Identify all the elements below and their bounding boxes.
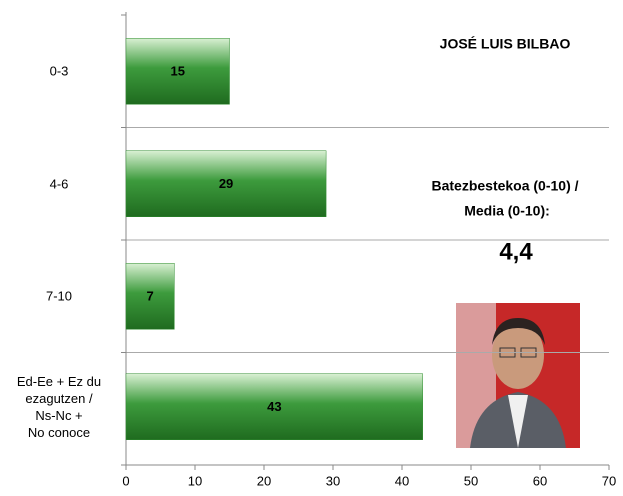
- value-label: 15: [171, 64, 185, 79]
- value-label: 29: [219, 176, 233, 191]
- x-tick-label: 40: [395, 473, 409, 488]
- page: JOSÉ LUIS BILBAO Batezbestekoa (0-10) / …: [0, 0, 623, 496]
- x-tick-label: 20: [257, 473, 271, 488]
- annotation-name: JOSÉ LUIS BILBAO: [440, 36, 571, 52]
- x-tick-label: 60: [533, 473, 547, 488]
- value-label: 43: [267, 399, 281, 414]
- x-tick-label: 0: [122, 473, 129, 488]
- y-tick-label: Ed-Ee + Ez du ezagutzen / Ns-Nc + No con…: [4, 373, 114, 441]
- photo: [456, 303, 580, 448]
- x-tick-label: 70: [602, 473, 616, 488]
- y-tick-label: 4-6: [4, 175, 114, 192]
- value-label: 7: [147, 289, 154, 304]
- annotation-label: Batezbestekoa (0-10) /: [431, 178, 578, 194]
- annotation-label: Media (0-10):: [464, 203, 550, 219]
- annotation-value: 4,4: [499, 238, 533, 265]
- x-tick-label: 30: [326, 473, 340, 488]
- y-tick-label: 7-10: [4, 288, 114, 305]
- y-tick-label: 0-3: [4, 63, 114, 80]
- x-tick-label: 10: [188, 473, 202, 488]
- x-tick-label: 50: [464, 473, 478, 488]
